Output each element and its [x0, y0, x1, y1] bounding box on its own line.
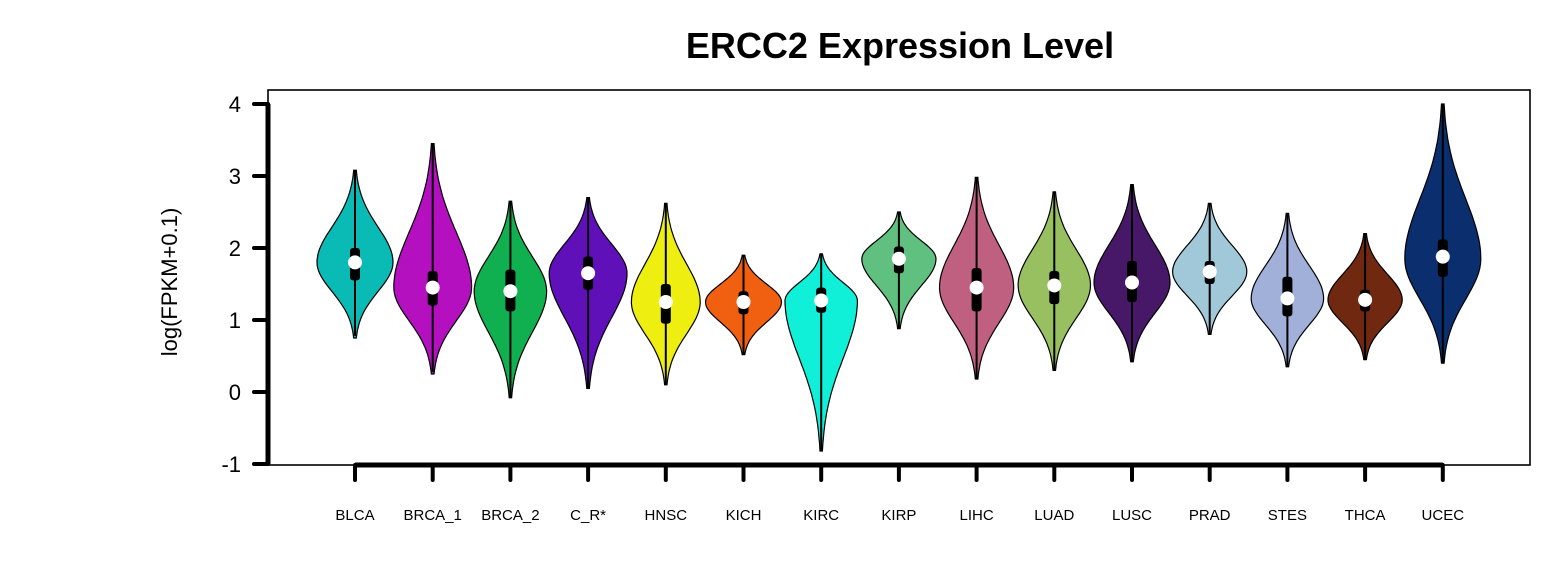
- y-tick-label: 2: [229, 236, 241, 261]
- violin-blca: [316, 169, 394, 339]
- x-tick-label: C_R*: [570, 507, 606, 524]
- violin-kirp: [861, 211, 937, 330]
- violin-hnsc: [630, 202, 701, 386]
- violin-stes: [1250, 212, 1325, 368]
- y-axis: -1 0 1 2 3 4: [221, 92, 271, 477]
- violin-luad: [1017, 191, 1092, 371]
- violin-lusc: [1093, 184, 1171, 363]
- violin-median-dot: [503, 284, 518, 299]
- y-tick-label: 4: [229, 92, 241, 117]
- x-tick-label: PRAD: [1189, 507, 1231, 524]
- violin-kirc: [784, 253, 858, 452]
- x-tick-label: BRCA_1: [404, 507, 462, 524]
- violin-lihc: [938, 176, 1015, 380]
- violin-median-dot: [969, 280, 984, 295]
- x-tick-label: LIHC: [960, 507, 994, 524]
- y-tick-label: 3: [229, 164, 241, 189]
- violin-median-dot: [1047, 278, 1062, 293]
- x-tick-label: LUAD: [1034, 507, 1074, 524]
- x-tick-label: HNSC: [645, 507, 688, 524]
- x-tick-label: KICH: [726, 507, 762, 524]
- x-axis: BLCA BRCA_1 BRCA_2 C_R* HNSC KICH KIRC KIRP LIHC…: [335, 462, 1465, 524]
- violin-ucec: [1404, 103, 1482, 364]
- y-tick-label: 0: [229, 380, 241, 405]
- violins: [316, 103, 1482, 452]
- violin-median-dot: [581, 266, 596, 281]
- y-tick-label: -1: [221, 452, 241, 477]
- violin-median-dot: [891, 251, 906, 266]
- x-tick-label: LUSC: [1112, 507, 1152, 524]
- violin-median-dot: [1435, 249, 1450, 264]
- violin-median-dot: [348, 255, 362, 270]
- violin-c-r-: [548, 197, 628, 389]
- violin-median-dot: [1202, 264, 1217, 279]
- violin-kich: [704, 254, 783, 356]
- x-tick-label: BLCA: [335, 507, 374, 524]
- x-tick-label: KIRP: [881, 507, 916, 524]
- violin-median-dot: [1280, 291, 1295, 306]
- x-tick-label: STES: [1268, 507, 1307, 524]
- y-tick-label: 1: [229, 308, 241, 333]
- x-tick-label: THCA: [1345, 507, 1386, 524]
- x-tick-label: UCEC: [1422, 507, 1465, 524]
- violin-prad: [1171, 202, 1248, 335]
- chart-title: ERCC2 Expression Level: [686, 25, 1114, 66]
- violin-thca: [1327, 233, 1403, 361]
- violin-median-dot: [425, 280, 440, 295]
- violin-median-dot: [814, 293, 829, 308]
- x-tick-label: KIRC: [803, 507, 839, 524]
- violin-median-dot: [1358, 292, 1373, 307]
- violin-median-dot: [658, 295, 673, 309]
- violin-median-dot: [736, 295, 751, 309]
- violin-median-dot: [1125, 275, 1139, 290]
- violin-brca-1: [393, 143, 473, 375]
- y-axis-label: log(FPKM+0.1): [157, 208, 182, 357]
- x-tick-label: BRCA_2: [481, 507, 539, 524]
- violin-brca-2: [473, 200, 548, 399]
